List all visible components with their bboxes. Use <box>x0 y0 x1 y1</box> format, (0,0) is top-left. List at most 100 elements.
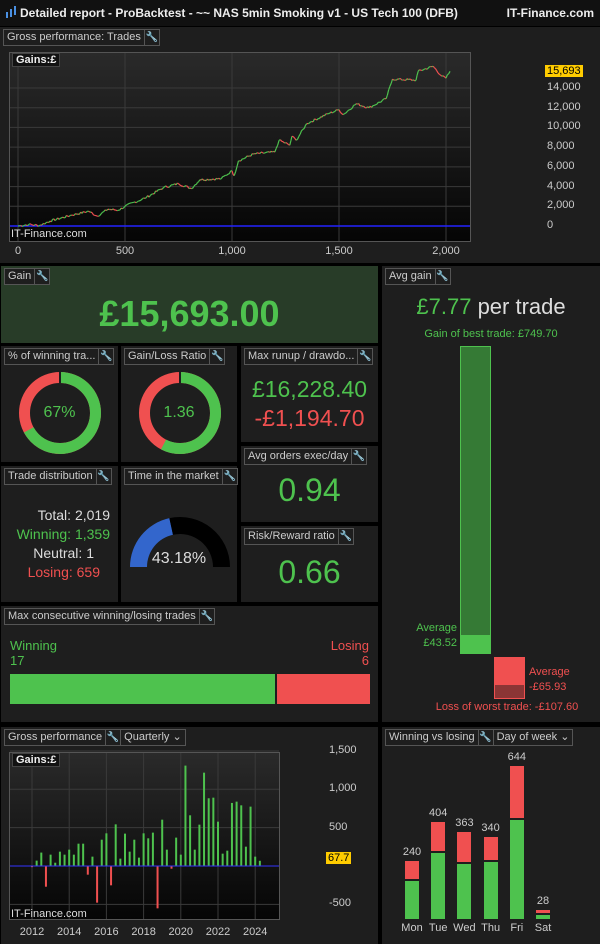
equity-segment <box>301 128 304 132</box>
quarter-bar <box>72 854 75 866</box>
equity-segment <box>314 118 316 120</box>
wrench-icon[interactable]: 🔧 <box>105 730 120 745</box>
wrench-icon[interactable]: 🔧 <box>337 529 353 544</box>
equity-segment <box>119 207 122 211</box>
equity-segment <box>330 111 333 114</box>
quarter-bar <box>161 819 164 866</box>
quarter-bar <box>133 839 136 866</box>
wrench-icon[interactable]: 🔧 <box>209 349 224 364</box>
equity-segment <box>286 142 289 145</box>
equity-segment <box>183 185 186 188</box>
equity-segment <box>210 178 213 181</box>
y-tick-label: 8,000 <box>547 140 575 153</box>
equity-segment <box>319 116 322 119</box>
equity-segment <box>338 109 341 113</box>
wrench-icon[interactable]: 🔧 <box>198 609 213 624</box>
avg-win-label: Average £43.52 <box>416 621 457 651</box>
equity-segment <box>435 68 438 72</box>
equity-chart <box>10 53 470 241</box>
time-in-market-header: Time in the market 🔧 <box>124 468 238 485</box>
equity-segment <box>272 150 274 153</box>
equity-segment <box>351 105 355 109</box>
max-runup: £16,228.40 <box>251 376 368 402</box>
quarter-bar <box>91 856 94 866</box>
winning-pct-header: % of winning tra... 🔧 <box>4 348 115 365</box>
equity-segment <box>99 213 102 216</box>
x-tick-label: 500 <box>115 245 135 257</box>
wrench-icon[interactable]: 🔧 <box>95 469 110 484</box>
x-tick-label: 2018 <box>131 926 156 938</box>
quarter-bar <box>96 866 99 903</box>
brand-label: IT-Finance.com <box>506 6 594 20</box>
weekday-header: Winning vs losing 🔧 Day of week ⌄ <box>385 729 574 746</box>
wrench-icon[interactable]: 🔧 <box>98 349 113 364</box>
wrench-icon[interactable]: 🔧 <box>477 730 492 745</box>
x-tick-label: 1,000 <box>218 245 246 257</box>
average-win-value: £43.52 <box>423 637 457 649</box>
equity-segment <box>270 150 273 153</box>
equity-segment <box>20 224 23 227</box>
equity-segment <box>153 190 157 195</box>
wrench-icon[interactable]: 🔧 <box>357 349 372 364</box>
wrench-icon[interactable]: 🔧 <box>351 449 366 464</box>
equity-segment <box>269 150 272 153</box>
equity-segment <box>275 144 279 149</box>
wrench-icon[interactable]: 🔧 <box>34 269 49 284</box>
equity-segment <box>392 78 395 81</box>
equity-segment <box>299 130 303 135</box>
quarter-bar <box>189 815 192 866</box>
equity-segment <box>100 211 103 215</box>
quarter-bar <box>124 833 126 866</box>
equity-segment <box>334 109 337 112</box>
quarter-bar <box>258 860 261 866</box>
period-dropdown[interactable]: Day of week ⌄ <box>492 730 573 745</box>
gain-loss-value: 1.36 <box>163 404 195 421</box>
avg-win-bar <box>460 635 491 654</box>
equity-segment <box>308 121 312 124</box>
losing-value: 659 <box>76 564 100 580</box>
quarter-bar <box>110 866 113 886</box>
equity-header: Gross performance: Trades 🔧 <box>3 29 160 46</box>
winning-pct-value: 67% <box>43 404 76 421</box>
winning-bar <box>509 819 524 919</box>
quarter-bar <box>31 866 33 868</box>
y-tick-label: 1,500 <box>329 743 357 756</box>
equity-segment <box>140 198 144 201</box>
equity-segment <box>294 138 297 141</box>
equity-segment <box>433 67 437 70</box>
equity-segment <box>31 223 33 226</box>
avg-orders-value: 0.94 <box>278 472 341 508</box>
equity-segment <box>61 216 63 219</box>
risk-reward-value: 0.66 <box>278 554 341 590</box>
total-label: 340 <box>481 822 500 835</box>
period-value: Day of week <box>496 731 558 743</box>
equity-segment <box>282 141 285 144</box>
avg-orders-panel: Avg orders exec/day 🔧 0.94 <box>241 446 378 522</box>
equity-segment <box>33 223 36 227</box>
winning-streak-bar <box>10 674 275 704</box>
winning-count: 17 <box>10 653 25 668</box>
losing-bar <box>536 910 550 914</box>
equity-segment <box>250 153 253 157</box>
panel-title: Trade distribution <box>8 470 93 482</box>
equity-segment <box>279 139 283 142</box>
equity-segment <box>292 136 296 139</box>
wrench-icon[interactable]: 🔧 <box>143 30 159 45</box>
quarter-bar <box>147 838 150 866</box>
losing-label: Losing <box>330 638 369 653</box>
equity-segment <box>88 210 91 213</box>
equity-segment <box>58 218 61 220</box>
quarter-bar <box>193 849 196 866</box>
chevron-down-icon: ⌄ <box>560 731 570 743</box>
x-tick-label: 2024 <box>242 926 268 938</box>
wrench-icon[interactable]: 🔧 <box>434 269 449 284</box>
gain-header: Gain 🔧 <box>4 268 51 285</box>
equity-segment <box>381 98 384 101</box>
period-dropdown[interactable]: Quarterly ⌄ <box>120 730 185 745</box>
wrench-icon[interactable]: 🔧 <box>221 469 236 484</box>
losing-count: 6 <box>361 653 369 668</box>
equity-segment <box>173 183 176 186</box>
equity-segment <box>81 211 84 214</box>
equity-segment <box>217 177 220 180</box>
equity-segment <box>223 174 226 177</box>
